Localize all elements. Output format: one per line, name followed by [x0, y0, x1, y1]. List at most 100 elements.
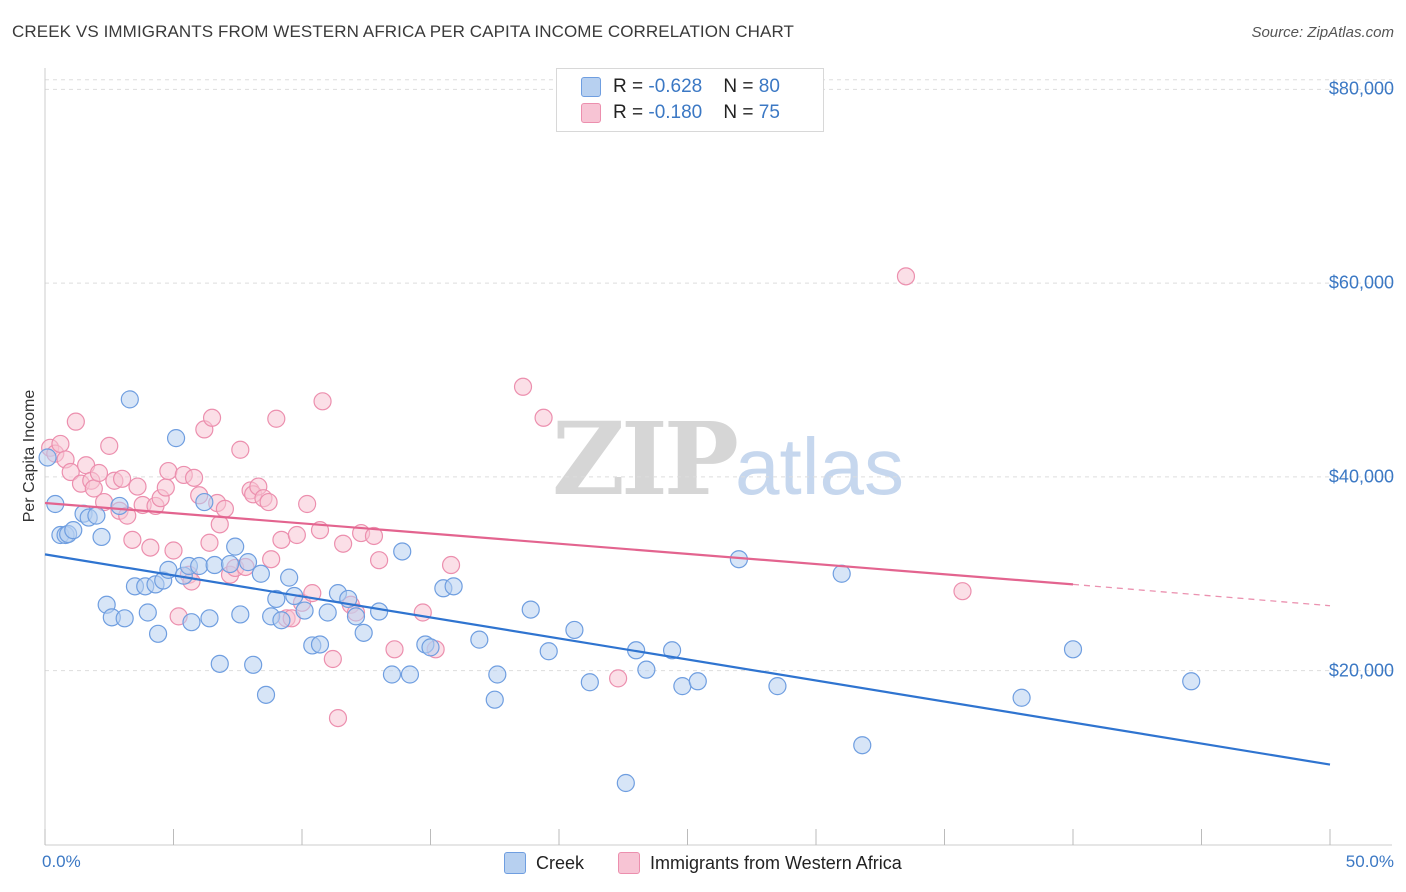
legend-swatch-immigrants [581, 103, 601, 123]
x-tick-label-max: 50.0% [1345, 852, 1394, 871]
immigrants-point [51, 434, 70, 454]
creek-point [832, 564, 851, 583]
immigrants-point [272, 530, 291, 549]
creek-point [295, 601, 314, 620]
creek-point [444, 577, 463, 596]
gridlines [45, 79, 1392, 672]
creek-point [1182, 672, 1201, 691]
immigrants-point [61, 462, 80, 482]
creek-point [1012, 688, 1031, 707]
immigrants-point [156, 478, 175, 497]
creek-point [92, 527, 111, 547]
immigrants-trend-extension [1072, 583, 1331, 607]
creek-point [210, 654, 229, 673]
creek-point [853, 736, 872, 755]
creek-point [1063, 640, 1083, 659]
legend-swatch-creek [581, 77, 601, 97]
y-axis-label: Per Capita Income [21, 389, 38, 523]
creek-point [190, 556, 209, 576]
creek-point [110, 496, 129, 516]
x-tick-label-min: 0.0% [42, 852, 81, 871]
immigrants-point [100, 436, 119, 455]
creek-trend-line [44, 553, 1331, 766]
creek-point [87, 506, 106, 525]
legend-n-label: N = [723, 76, 759, 97]
creek-point [393, 542, 412, 561]
creek-point [205, 555, 224, 575]
series-creek-points [38, 390, 1201, 793]
immigrants-point [231, 440, 250, 459]
immigrants-point [298, 494, 317, 514]
immigrants-point [441, 555, 461, 575]
creek-point [673, 677, 692, 696]
immigrants-point [334, 534, 353, 553]
watermark: ZIPatlas [552, 400, 904, 518]
creek-point [616, 773, 635, 793]
creek-point [539, 642, 558, 661]
legend-n-value: 80 [758, 76, 780, 97]
y-tick-label: $40,000 [1328, 466, 1394, 487]
creek-point [226, 537, 245, 556]
creek-point [521, 600, 540, 619]
creek-point [138, 603, 157, 622]
immigrants-point [609, 669, 628, 688]
creek-point [115, 609, 134, 628]
immigrants-point [159, 461, 178, 481]
immigrants-point [313, 392, 332, 411]
series-immigrants-points [41, 267, 972, 728]
immigrants-point [112, 469, 132, 488]
immigrants-point [513, 377, 533, 396]
immigrants-trend-line [44, 501, 1074, 586]
creek-point [400, 665, 420, 684]
immigrants-point [215, 499, 234, 518]
creek-point [346, 607, 366, 626]
creek-point [485, 690, 504, 709]
creek-point [370, 602, 389, 621]
legend-r-label: R = [613, 102, 649, 123]
legend-n-value: 75 [758, 102, 780, 123]
creek-point [565, 620, 584, 640]
creek-point [251, 564, 270, 583]
immigrants-point [413, 603, 432, 622]
creek-point [310, 635, 330, 654]
bottom-legend-swatch-creek [504, 852, 526, 874]
watermark-zip: ZIP [552, 400, 739, 518]
immigrants-point [364, 526, 384, 546]
immigrants-point [184, 468, 204, 487]
creek-point [238, 553, 258, 572]
y-tick-label: $80,000 [1328, 78, 1394, 99]
chart-source: Source: ZipAtlas.com [1251, 24, 1394, 41]
immigrants-point [164, 541, 183, 560]
legend-r-value: -0.628 [648, 76, 703, 97]
legend-r-label: R = [613, 76, 649, 97]
immigrants-point [896, 267, 916, 286]
legend-n-label: N = [723, 102, 759, 123]
creek-point [354, 623, 373, 642]
creek-point [421, 638, 440, 657]
creek-point [244, 655, 263, 674]
immigrants-point [328, 708, 348, 728]
creek-point [318, 603, 337, 622]
immigrants-point [287, 525, 306, 545]
immigrants-point [128, 477, 147, 496]
creek-point [768, 677, 787, 696]
immigrants-point [200, 533, 219, 552]
creek-point [637, 660, 656, 679]
creek-point [120, 390, 139, 409]
legend-r-value: -0.180 [648, 102, 703, 123]
trend-lines [44, 501, 1331, 766]
creek-point [267, 589, 286, 609]
immigrants-point [141, 538, 160, 557]
creek-point [662, 641, 682, 660]
immigrants-point [534, 408, 553, 427]
creek-point [220, 554, 240, 574]
immigrants-point [262, 550, 281, 569]
bottom-legend-label-immigrants: Immigrants from Western Africa [650, 853, 902, 873]
creek-point [256, 685, 276, 704]
immigrants-point [202, 408, 222, 427]
creek-point [280, 568, 299, 587]
y-tick-label: $20,000 [1328, 660, 1394, 681]
creek-point [38, 448, 57, 467]
creek-point [231, 605, 250, 624]
